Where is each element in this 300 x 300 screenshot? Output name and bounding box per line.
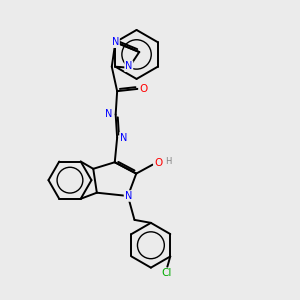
Text: N: N bbox=[105, 110, 113, 119]
Text: H: H bbox=[165, 157, 171, 166]
Text: N: N bbox=[124, 191, 132, 201]
Text: N: N bbox=[120, 133, 127, 143]
Text: N: N bbox=[125, 61, 133, 71]
Text: N: N bbox=[112, 37, 119, 47]
Text: O: O bbox=[154, 158, 162, 168]
Text: Cl: Cl bbox=[161, 268, 172, 278]
Text: O: O bbox=[139, 84, 147, 94]
